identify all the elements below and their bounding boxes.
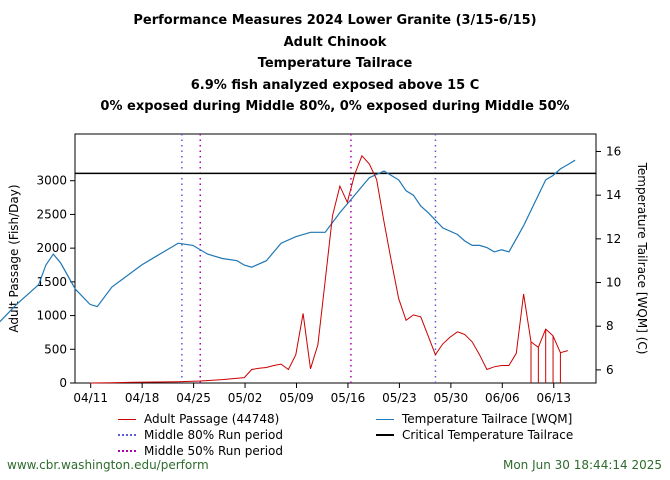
x-tick-label: 05/23 (382, 391, 417, 405)
footer-url[interactable]: www.cbr.washington.edu/perform (7, 458, 209, 472)
legend-label: Temperature Tailrace [WQM] (402, 412, 573, 426)
legend-label: Middle 50% Run period (144, 444, 283, 458)
temperature-series-line (0, 159, 576, 323)
legend-item-passage: Adult Passage (44748) (118, 412, 279, 426)
legend-label: Adult Passage (44748) (144, 412, 280, 426)
x-tick-label: 06/06 (485, 391, 520, 405)
title-line-3: Temperature Tailrace (257, 56, 413, 72)
legend-swatch (118, 418, 136, 420)
y-tick-label: 2500 (36, 207, 67, 221)
x-tick-label: 05/02 (228, 391, 263, 405)
legend-item-mid80: Middle 80% Run period (118, 428, 283, 442)
legend-label: Critical Temperature Tailrace (402, 428, 574, 442)
x-tick-label: 04/25 (176, 391, 211, 405)
legend-item-mid50: Middle 50% Run period (118, 444, 283, 458)
legend-swatch (118, 434, 136, 436)
legend-item-temperature: Temperature Tailrace [WQM] (376, 412, 572, 426)
title-line-1: Performance Measures 2024 Lower Granite … (133, 13, 537, 28)
y2-tick-label: 14 (606, 188, 621, 202)
y2-tick-label: 6 (606, 363, 614, 377)
y-tick-label: 2000 (36, 241, 67, 255)
legend-item-critical: Critical Temperature Tailrace (376, 428, 573, 442)
legend-swatch (118, 450, 136, 452)
plot-frame (74, 133, 597, 384)
legend-swatch (376, 434, 394, 436)
title-line-5: 0% exposed during Middle 80%, 0% exposed… (100, 99, 570, 115)
passage-series-line (89, 154, 568, 384)
footer-timestamp: Mon Jun 30 18:44:14 2025 (502, 458, 662, 472)
chart-title: Performance Measures 2024 Lower Granite … (0, 10, 670, 118)
x-tick-label: 05/30 (434, 391, 469, 405)
y2-axis-label: Temperature Tailrace [WQM] (C) (635, 162, 649, 355)
x-tick-label: 05/09 (279, 391, 314, 405)
y-tick-label: 3000 (36, 174, 67, 188)
title-line-4: 6.9% fish analyzed exposed above 15 C (190, 77, 480, 93)
x-tick-label: 04/18 (125, 391, 160, 405)
x-tick-label: 05/16 (331, 391, 366, 405)
y2-tick-label: 8 (606, 319, 614, 333)
legend-swatch (376, 418, 394, 420)
y2-tick-label: 10 (606, 276, 621, 290)
x-tick-label: 04/11 (73, 391, 108, 405)
y-tick-label: 500 (44, 342, 67, 356)
y-tick-label: 1000 (36, 309, 67, 323)
y-axis-label: Adult Passage (Fish/Day) (7, 184, 21, 332)
x-tick-label: 06/13 (536, 391, 571, 405)
legend-label: Middle 80% Run period (144, 428, 283, 442)
y-tick-label: 1500 (36, 275, 67, 289)
y-tick-label: 0 (59, 376, 67, 390)
title-line-2: Adult Chinook (283, 34, 387, 50)
y2-tick-label: 16 (606, 144, 621, 158)
y2-tick-label: 12 (606, 232, 621, 246)
